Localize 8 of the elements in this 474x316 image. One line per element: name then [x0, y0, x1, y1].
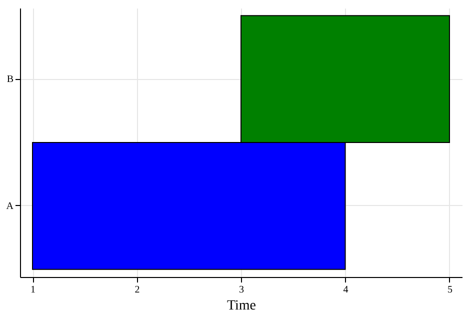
y-tick-label: B	[6, 74, 14, 86]
x-tick-label: 5	[447, 284, 452, 296]
x-axis-title: Time	[226, 298, 256, 314]
x-tick-label: 1	[30, 284, 36, 296]
x-tick-label: 2	[134, 284, 140, 296]
x-tick-label: 3	[239, 284, 244, 296]
x-tick-label: 4	[343, 284, 348, 296]
y-tick-label: A	[6, 200, 14, 212]
